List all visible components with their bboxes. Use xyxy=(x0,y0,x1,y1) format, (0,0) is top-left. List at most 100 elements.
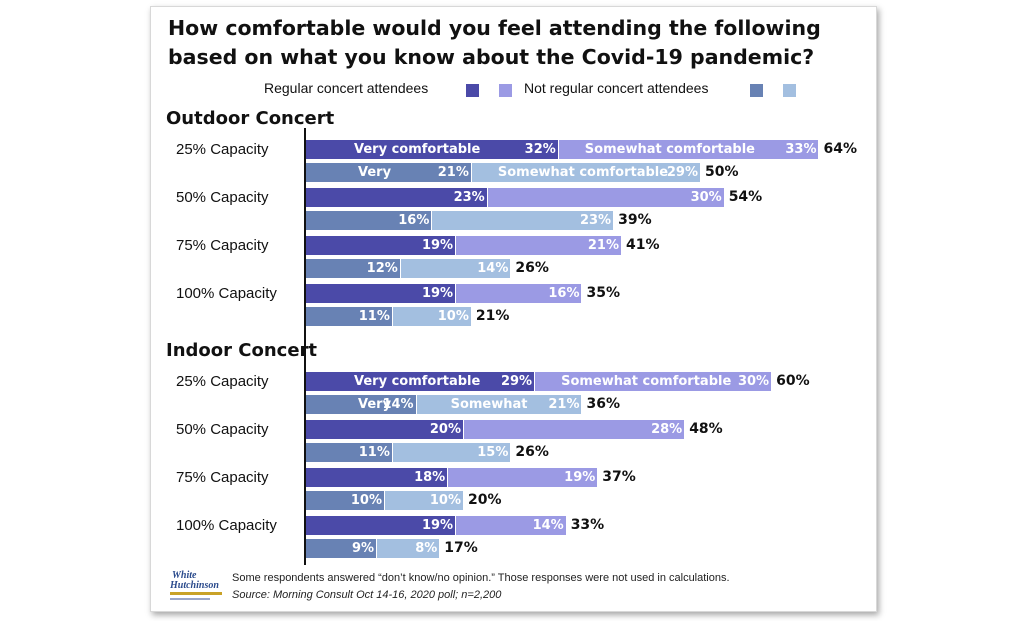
regular-very-bar: 19% xyxy=(306,236,457,255)
not-regular-very-bar-value-label: 21% xyxy=(437,165,469,180)
not-regular-very-bar-value-label: 9% xyxy=(352,541,375,556)
svg-text:Hutchinson: Hutchinson xyxy=(170,580,219,591)
regular-very-bar-category-label: Very comfortable xyxy=(354,142,481,157)
regular-somewhat-bar-value-label: 30% xyxy=(690,190,722,205)
capacity-label: 75% Capacity xyxy=(176,469,269,486)
regular-very-bar: 18% xyxy=(306,468,449,487)
footnote: Some respondents answered “don’t know/no… xyxy=(232,572,730,584)
not-regular-total-label: 26% xyxy=(515,444,549,460)
not-regular-total-label: 21% xyxy=(475,308,510,324)
not-regular-total-label: 17% xyxy=(444,540,478,556)
not-regular-very-bar-value-label: 14% xyxy=(382,397,414,412)
regular-somewhat-bar: 28% xyxy=(464,420,686,439)
regular-somewhat-bar-category-label: Somewhat comfortable xyxy=(561,374,732,389)
not-regular-very-bar: 12% xyxy=(306,259,401,278)
not-regular-somewhat-bar: 10% xyxy=(392,307,472,326)
not-regular-very-bar: Very 14% xyxy=(306,395,417,414)
not-regular-total-label: 39% xyxy=(618,212,652,228)
capacity-label: 25% Capacity xyxy=(176,141,269,158)
regular-somewhat-bar: Somewhat comfortable 33% xyxy=(558,140,820,159)
section-title-outdoor: Outdoor Concert xyxy=(166,108,335,129)
regular-very-bar-value-label: 32% xyxy=(524,142,556,157)
regular-total-label: 41% xyxy=(626,237,660,253)
regular-somewhat-bar-value-label: 14% xyxy=(532,518,564,533)
regular-very-bar: 20% xyxy=(306,420,464,439)
not-regular-very-bar: Very 21% xyxy=(306,163,472,182)
not-regular-very-bar-category-label: Very xyxy=(358,397,392,412)
white-hutchinson-logo: White Hutchinson xyxy=(170,570,222,600)
not-regular-somewhat-bar: 15% xyxy=(392,443,512,462)
not-regular-somewhat-bar-value-label: 14% xyxy=(477,261,509,276)
capacity-label: 75% Capacity xyxy=(176,237,269,254)
regular-somewhat-bar-value-label: 30% xyxy=(737,374,770,389)
regular-somewhat-bar: 19% xyxy=(448,468,599,487)
regular-total-label: 48% xyxy=(689,421,723,437)
not-regular-somewhat-bar: 23% xyxy=(432,211,615,230)
not-regular-very-bar: 16% xyxy=(306,211,433,230)
legend-regular-label: Regular concert attendees xyxy=(264,80,429,96)
regular-total-label: 54% xyxy=(728,189,763,205)
not-regular-somewhat-bar: Somewhat 21% xyxy=(416,395,583,414)
regular-somewhat-bar: 14% xyxy=(456,516,567,535)
not-regular-very-bar: 11% xyxy=(306,307,393,326)
not-regular-very-bar-value-label: 16% xyxy=(398,213,430,228)
source-note: Source: Morning Consult Oct 14-16, 2020 … xyxy=(232,589,502,601)
regular-very-bar-value-label: 23% xyxy=(453,190,485,205)
not-regular-somewhat-bar-value-label: 8% xyxy=(415,541,438,556)
regular-somewhat-bar: 16% xyxy=(456,284,583,303)
not-regular-somewhat-bar-value-label: 15% xyxy=(477,445,509,460)
not-regular-somewhat-bar-category-label: Somewhat xyxy=(450,397,528,412)
svg-text:White: White xyxy=(172,570,197,581)
not-regular-somewhat-bar-value-label: 29% xyxy=(666,165,698,180)
capacity-label: 100% Capacity xyxy=(176,517,277,534)
regular-somewhat-bar-value-label: 16% xyxy=(548,286,580,301)
not-regular-very-bar: 11% xyxy=(306,443,393,462)
regular-very-bar-value-label: 20% xyxy=(429,422,461,437)
regular-total-label: 35% xyxy=(586,285,621,301)
regular-very-bar: 23% xyxy=(306,188,488,207)
section-title-indoor: Indoor Concert xyxy=(166,340,318,361)
regular-somewhat-bar-value-label: 21% xyxy=(587,238,619,253)
not-regular-total-label: 50% xyxy=(705,164,739,180)
not-regular-very-bar: 10% xyxy=(306,491,385,510)
not-regular-total-label: 26% xyxy=(515,260,549,276)
not-regular-somewhat-bar-value-label: 23% xyxy=(579,213,612,228)
legend-swatch-not-regular-very xyxy=(750,84,763,97)
not-regular-somewhat-bar-value-label: 10% xyxy=(429,493,461,508)
regular-total-label: 60% xyxy=(776,373,810,389)
regular-very-bar: Very comfortable 32% xyxy=(306,140,559,159)
capacity-label: 50% Capacity xyxy=(176,189,269,206)
not-regular-somewhat-bar: Somewhat comfortable 29% xyxy=(471,163,701,182)
not-regular-very-bar-category-label: Very xyxy=(358,165,392,180)
capacity-label: 50% Capacity xyxy=(176,421,269,438)
regular-total-label: 33% xyxy=(570,517,605,533)
regular-very-bar-value-label: 19% xyxy=(421,238,454,253)
regular-very-bar-value-label: 18% xyxy=(414,470,446,485)
not-regular-somewhat-bar: 10% xyxy=(385,491,464,510)
not-regular-very-bar-value-label: 12% xyxy=(366,261,398,276)
regular-somewhat-bar-value-label: 19% xyxy=(564,470,596,485)
regular-somewhat-bar-value-label: 28% xyxy=(651,422,683,437)
not-regular-somewhat-bar: 14% xyxy=(400,259,512,278)
regular-total-label: 64% xyxy=(823,141,858,157)
legend-swatch-regular-somewhat xyxy=(499,84,512,97)
regular-very-bar-value-label: 19% xyxy=(421,286,454,301)
not-regular-very-bar-value-label: 11% xyxy=(358,309,390,324)
legend-not-regular-label: Not regular concert attendees xyxy=(524,80,709,96)
chart-card xyxy=(150,6,877,612)
not-regular-somewhat-bar-category-label: Somewhat comfortable xyxy=(497,165,669,180)
chart-title: How comfortable would you feel attending… xyxy=(168,16,821,69)
regular-very-bar: Very comfortable 29% xyxy=(306,372,536,391)
regular-somewhat-bar: Somewhat comfortable 30% xyxy=(535,372,773,391)
not-regular-very-bar-value-label: 10% xyxy=(350,493,382,508)
regular-somewhat-bar: 21% xyxy=(456,236,622,255)
regular-very-bar: 19% xyxy=(306,516,457,535)
not-regular-very-bar-value-label: 11% xyxy=(358,445,390,460)
regular-total-label: 37% xyxy=(602,469,636,485)
not-regular-very-bar: 9% xyxy=(306,539,378,558)
regular-very-bar: 19% xyxy=(306,284,457,303)
legend-swatch-not-regular-somewhat xyxy=(783,84,796,97)
not-regular-somewhat-bar-value-label: 10% xyxy=(437,309,469,324)
not-regular-somewhat-bar: 8% xyxy=(377,539,441,558)
not-regular-total-label: 36% xyxy=(586,396,621,412)
